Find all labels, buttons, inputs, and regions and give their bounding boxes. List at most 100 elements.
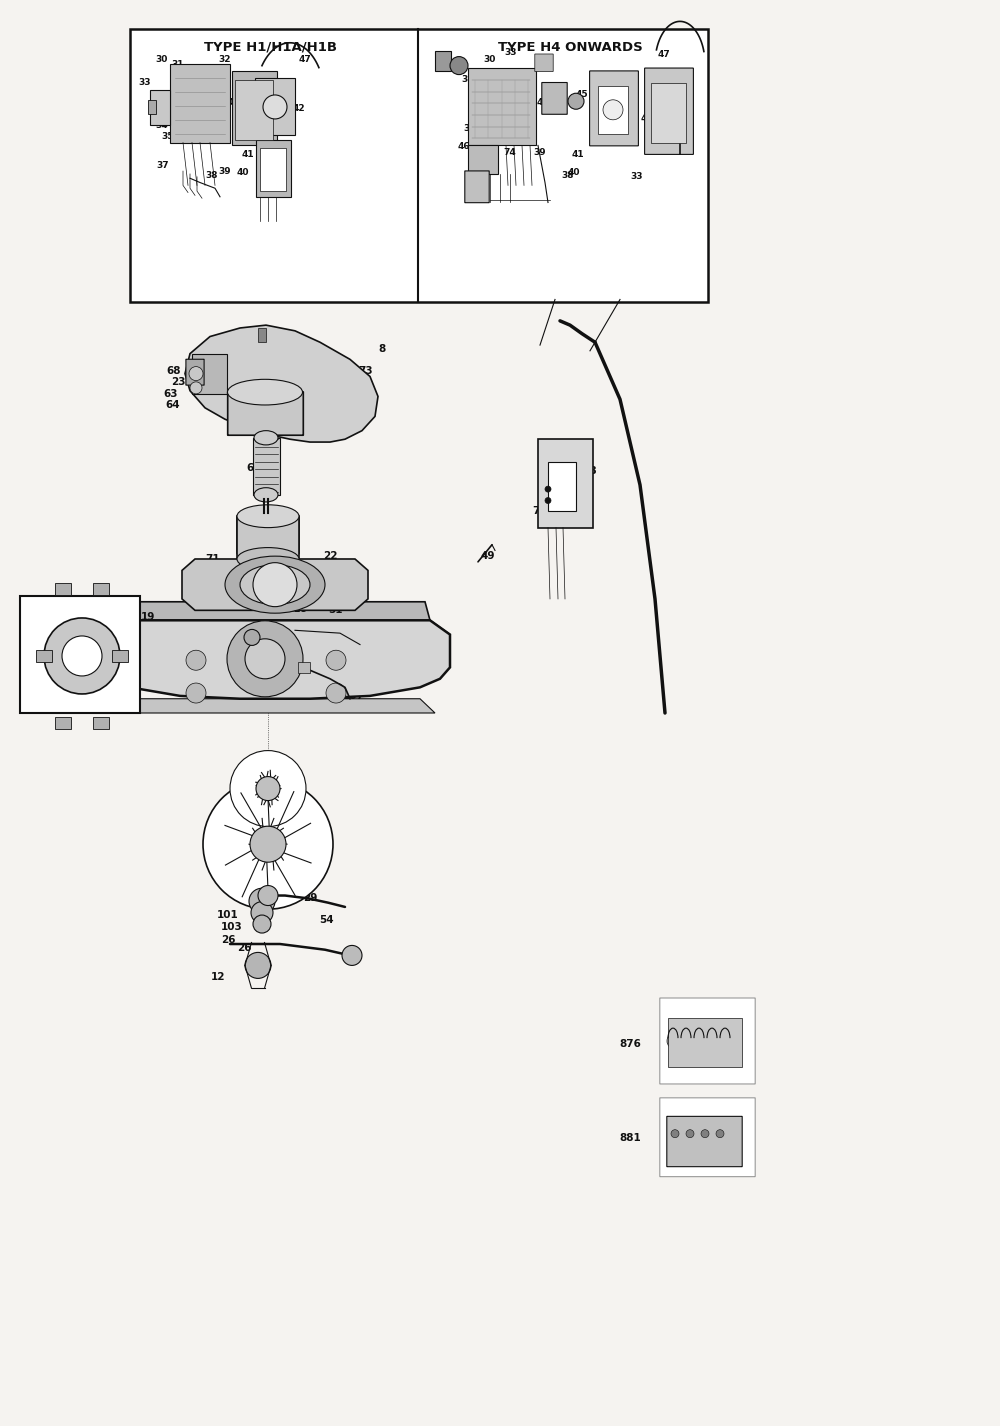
Polygon shape <box>55 620 450 699</box>
Text: 41: 41 <box>242 150 254 158</box>
Text: 33: 33 <box>139 78 151 87</box>
Polygon shape <box>430 620 450 667</box>
FancyBboxPatch shape <box>598 86 628 134</box>
Ellipse shape <box>240 565 310 605</box>
Polygon shape <box>182 559 368 610</box>
Text: 103: 103 <box>221 921 243 933</box>
Circle shape <box>186 650 206 670</box>
Text: 46: 46 <box>458 143 470 151</box>
Text: 876: 876 <box>619 1038 641 1050</box>
Text: 53: 53 <box>295 627 309 639</box>
Text: 46: 46 <box>247 77 259 86</box>
FancyBboxPatch shape <box>465 171 489 202</box>
Text: 44: 44 <box>537 98 549 107</box>
Text: 41: 41 <box>572 150 584 158</box>
FancyBboxPatch shape <box>235 80 273 140</box>
Text: 29: 29 <box>303 893 317 904</box>
Text: 22: 22 <box>323 550 337 562</box>
Circle shape <box>62 636 102 676</box>
FancyBboxPatch shape <box>590 71 638 145</box>
Text: 47: 47 <box>299 56 311 64</box>
Circle shape <box>568 93 584 110</box>
Circle shape <box>697 1032 713 1050</box>
Text: 118: 118 <box>323 657 345 669</box>
Text: 40: 40 <box>237 168 249 177</box>
Text: TYPE H4 ONWARDS: TYPE H4 ONWARDS <box>498 40 642 54</box>
Circle shape <box>603 100 623 120</box>
Circle shape <box>450 57 468 74</box>
FancyBboxPatch shape <box>228 392 303 435</box>
Text: 31: 31 <box>462 76 474 84</box>
Text: 33: 33 <box>254 101 266 110</box>
Circle shape <box>545 486 551 492</box>
Text: 54: 54 <box>319 914 333 925</box>
Circle shape <box>190 382 202 394</box>
Text: 34: 34 <box>156 121 168 130</box>
FancyBboxPatch shape <box>542 83 567 114</box>
Text: 26: 26 <box>221 934 235 945</box>
Polygon shape <box>75 602 430 620</box>
Text: 73: 73 <box>359 365 373 376</box>
Text: TYPE H1/H1A/H1B: TYPE H1/H1A/H1B <box>204 40 336 54</box>
FancyBboxPatch shape <box>93 717 109 729</box>
Text: 20: 20 <box>257 325 271 337</box>
FancyBboxPatch shape <box>130 29 708 302</box>
Circle shape <box>667 1032 683 1050</box>
FancyBboxPatch shape <box>538 439 593 528</box>
Circle shape <box>44 617 120 694</box>
Text: 61: 61 <box>245 516 259 528</box>
Circle shape <box>227 620 303 697</box>
Circle shape <box>250 826 286 863</box>
Circle shape <box>245 639 285 679</box>
Text: 39: 39 <box>534 148 546 157</box>
Circle shape <box>716 1129 724 1138</box>
FancyBboxPatch shape <box>258 328 266 342</box>
Circle shape <box>701 1129 709 1138</box>
FancyBboxPatch shape <box>112 650 128 662</box>
Circle shape <box>256 777 280 800</box>
Circle shape <box>189 366 203 381</box>
Text: 101: 101 <box>217 910 239 921</box>
FancyBboxPatch shape <box>253 438 280 495</box>
FancyBboxPatch shape <box>535 54 553 71</box>
Ellipse shape <box>237 505 299 528</box>
Text: 36: 36 <box>507 134 519 143</box>
FancyBboxPatch shape <box>55 717 71 729</box>
Text: 37: 37 <box>157 161 169 170</box>
Circle shape <box>686 1129 694 1138</box>
Text: 104: 104 <box>319 669 341 680</box>
Circle shape <box>249 888 275 914</box>
Text: 37: 37 <box>468 167 480 175</box>
Text: 38: 38 <box>562 171 574 180</box>
Text: 30: 30 <box>156 56 168 64</box>
Text: 71: 71 <box>206 553 220 565</box>
Text: 36: 36 <box>177 134 189 143</box>
Circle shape <box>712 1032 728 1050</box>
Circle shape <box>326 650 346 670</box>
Text: 8: 8 <box>378 344 386 355</box>
Text: 64: 64 <box>166 399 180 411</box>
Text: 119: 119 <box>287 603 309 615</box>
FancyBboxPatch shape <box>660 1098 755 1176</box>
Text: 40: 40 <box>568 168 580 177</box>
FancyBboxPatch shape <box>660 998 755 1084</box>
FancyBboxPatch shape <box>548 462 576 511</box>
FancyBboxPatch shape <box>668 1018 742 1067</box>
Circle shape <box>253 915 271 933</box>
Text: 30: 30 <box>484 56 496 64</box>
Text: 109: 109 <box>57 619 79 630</box>
Text: 102: 102 <box>259 783 281 794</box>
Text: 42: 42 <box>641 114 653 123</box>
FancyBboxPatch shape <box>150 90 170 125</box>
Text: 33: 33 <box>631 173 643 181</box>
Text: 32: 32 <box>537 56 549 64</box>
Text: 50: 50 <box>321 629 335 640</box>
Circle shape <box>244 629 260 646</box>
FancyBboxPatch shape <box>435 51 451 71</box>
FancyBboxPatch shape <box>468 68 536 145</box>
Text: 48: 48 <box>583 465 597 476</box>
Text: 106: 106 <box>269 676 291 687</box>
Text: 74: 74 <box>504 148 516 157</box>
Text: 43: 43 <box>551 97 563 106</box>
Text: 8: 8 <box>238 626 246 637</box>
